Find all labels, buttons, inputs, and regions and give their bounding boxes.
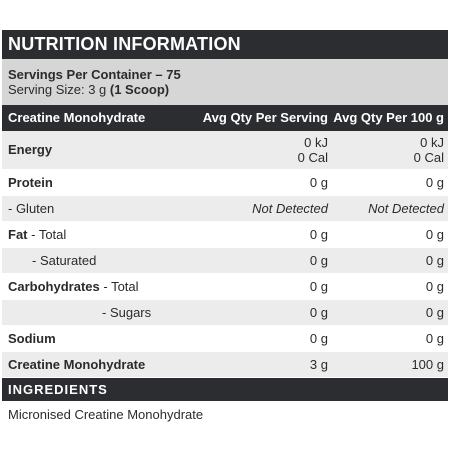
row-label: - Saturated — [32, 252, 97, 268]
panel-title: NUTRITION INFORMATION — [2, 30, 448, 59]
table-row-gluten: - Gluten Not Detected Not Detected — [2, 196, 448, 222]
nutrition-panel: NUTRITION INFORMATION Servings Per Conta… — [2, 30, 448, 422]
row-label: Creatine Monohydrate — [8, 356, 146, 372]
row-per100: 0 g — [425, 331, 444, 346]
energy-cal-serving: 0 Cal — [297, 150, 328, 165]
row-label-bold: Fat — [8, 226, 28, 242]
table-row-creatine: Creatine Monohydrate 3 g 100 g — [2, 352, 448, 378]
row-label: Energy — [8, 142, 53, 157]
ingredients-text: Micronised Creatine Monohydrate — [8, 407, 204, 422]
table-row-energy: Energy 0 kJ 0 Cal 0 kJ 0 Cal — [2, 131, 448, 170]
table-header: Creatine Monohydrate Avg Qty Per Serving… — [2, 105, 448, 131]
row-serving: 0 g — [309, 175, 328, 190]
row-label-sub: - Total — [99, 278, 139, 294]
energy-kj-serving: 0 kJ — [304, 135, 328, 150]
row-per100: 0 g — [425, 227, 444, 242]
table-row-saturated: - Saturated 0 g 0 g — [2, 248, 448, 274]
row-serving: 0 g — [309, 279, 328, 294]
table-row-protein: Protein 0 g 0 g — [2, 170, 448, 196]
table-row-carbohydrates-total: Carbohydrates - Total 0 g 0 g — [2, 274, 448, 300]
row-per100: 0 g — [425, 305, 444, 320]
row-per100: Not Detected — [368, 201, 444, 216]
row-label: Carbohydrates - Total — [2, 279, 202, 295]
serving-size-text: Serving Size: 3 g — [8, 82, 110, 97]
row-label: Fat - Total — [2, 227, 202, 243]
serving-size-scoop: (1 Scoop) — [109, 82, 170, 97]
servings-per-container: Servings Per Container – 75 — [8, 67, 181, 82]
table-row-sugars: - Sugars 0 g 0 g — [2, 300, 448, 326]
row-label: - Gluten — [8, 200, 55, 216]
row-label: - Sugars — [102, 304, 152, 320]
ingredients-heading: INGREDIENTS — [2, 378, 448, 401]
row-per100: 0 kJ 0 Cal — [332, 135, 448, 165]
row-per100: 0 g — [425, 279, 444, 294]
row-serving: 0 kJ 0 Cal — [202, 135, 332, 165]
row-label-sub: - Total — [27, 226, 67, 242]
row-per100: 100 g — [411, 357, 444, 372]
row-serving: 0 g — [309, 305, 328, 320]
row-label-bold: Carbohydrates — [8, 278, 100, 294]
servings-section: Servings Per Container – 75 Serving Size… — [2, 59, 448, 105]
header-per-serving: Avg Qty Per Serving — [202, 110, 328, 125]
row-per100: 0 g — [425, 253, 444, 268]
row-serving: 0 g — [309, 331, 328, 346]
row-serving: 3 g — [309, 357, 328, 372]
header-per-100g: Avg Qty Per 100 g — [333, 110, 444, 125]
row-serving: Not Detected — [252, 201, 328, 216]
row-per100: 0 g — [425, 175, 444, 190]
row-serving: 0 g — [309, 227, 328, 242]
energy-kj-100g: 0 kJ — [420, 135, 444, 150]
table-row-sodium: Sodium 0 g 0 g — [2, 326, 448, 352]
table-row-fat-total: Fat - Total 0 g 0 g — [2, 222, 448, 248]
row-label: Sodium — [8, 330, 56, 346]
row-serving: 0 g — [309, 253, 328, 268]
header-product: Creatine Monohydrate — [8, 110, 146, 125]
serving-size: Serving Size: 3 g (1 Scoop) — [8, 82, 448, 97]
energy-cal-100g: 0 Cal — [413, 150, 444, 165]
row-label: Protein — [8, 174, 53, 190]
